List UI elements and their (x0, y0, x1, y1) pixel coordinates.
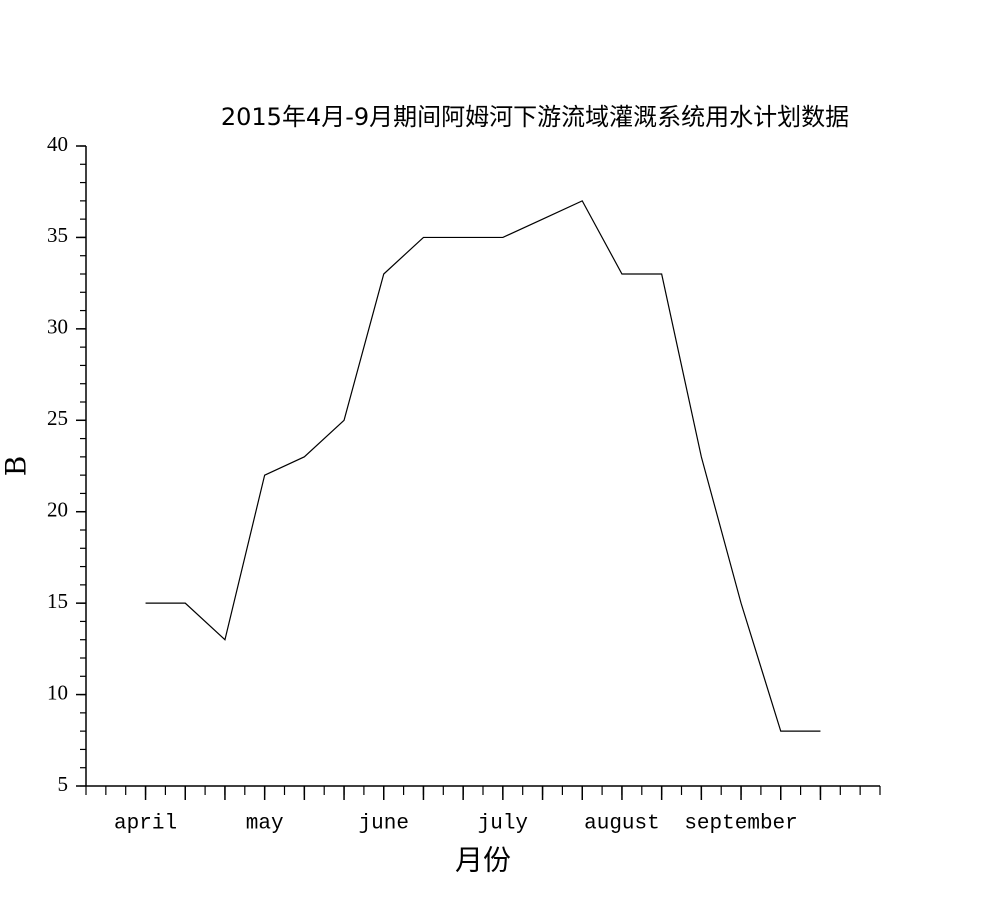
y-tick-label: 35 (47, 223, 68, 247)
x-tick-label: july (478, 813, 528, 836)
x-tick-label: september (684, 813, 797, 836)
x-tick-label: may (246, 813, 284, 836)
x-tick-label: april (114, 813, 177, 836)
line (145, 200, 821, 732)
y-tick-label: 20 (47, 498, 68, 522)
y-tick-label: 15 (47, 589, 68, 613)
y-tick-label: 5 (58, 772, 69, 796)
x-tick-label: june (359, 813, 409, 836)
chart-title: 2015年4月-9月期间阿姆河下游流域灌溉系统用水计划数据 (221, 103, 849, 131)
y-axis-label: B (0, 456, 33, 477)
y-tick-label: 40 (47, 132, 68, 156)
x-tick-label: august (584, 813, 660, 836)
x-axis-label: 月份 (455, 844, 511, 877)
y-tick-label: 10 (47, 680, 68, 704)
y-tick-label: 25 (47, 406, 68, 430)
y-tick-label: 30 (47, 315, 68, 339)
